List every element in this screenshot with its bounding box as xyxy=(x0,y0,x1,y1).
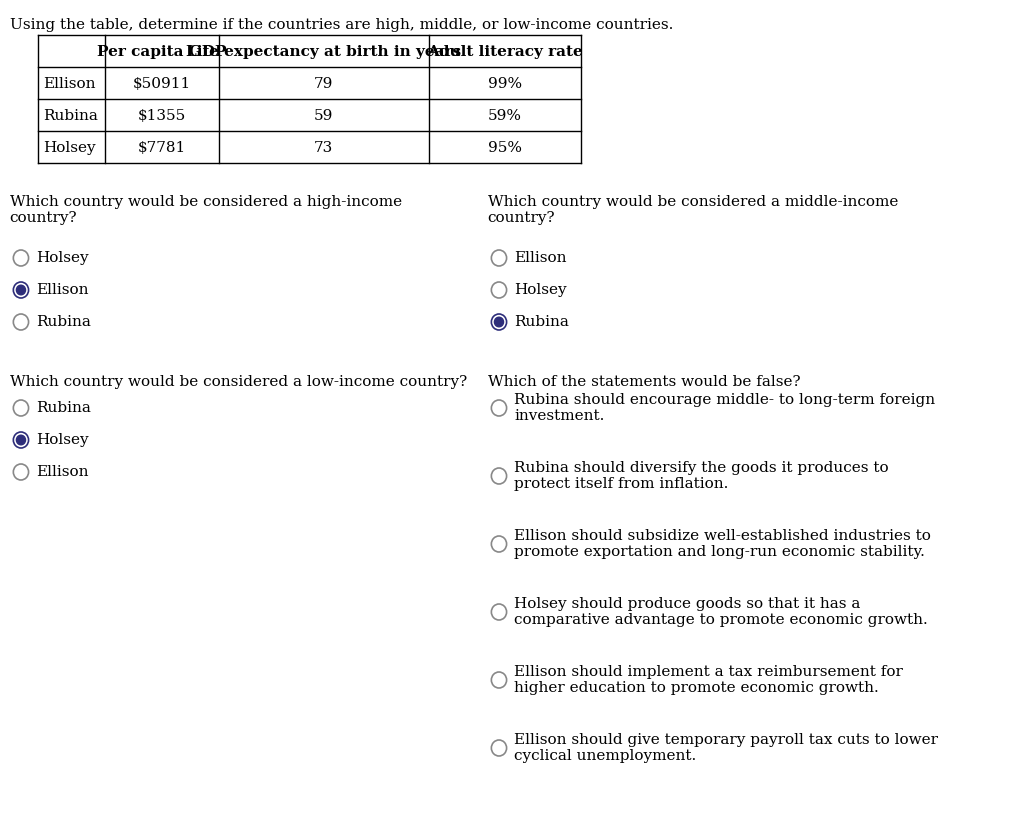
Text: Rubina: Rubina xyxy=(36,401,91,415)
Text: Holsey: Holsey xyxy=(514,283,567,297)
Text: 95%: 95% xyxy=(487,141,521,155)
Text: Which country would be considered a middle-income
country?: Which country would be considered a midd… xyxy=(487,195,898,225)
Text: Rubina should encourage middle- to long-term foreign
investment.: Rubina should encourage middle- to long-… xyxy=(514,393,935,423)
Text: Per capita GDP: Per capita GDP xyxy=(97,45,226,59)
Text: Which of the statements would be false?: Which of the statements would be false? xyxy=(487,375,800,389)
Circle shape xyxy=(16,435,26,445)
Text: Adult literacy rate: Adult literacy rate xyxy=(427,45,583,59)
Text: $1355: $1355 xyxy=(138,109,186,123)
Text: Holsey should produce goods so that it has a
comparative advantage to promote ec: Holsey should produce goods so that it h… xyxy=(514,597,928,627)
Circle shape xyxy=(16,285,26,294)
Text: 99%: 99% xyxy=(487,77,522,91)
Text: Ellison should implement a tax reimbursement for
higher education to promote eco: Ellison should implement a tax reimburse… xyxy=(514,665,903,696)
Text: Rubina should diversify the goods it produces to
protect itself from inflation.: Rubina should diversify the goods it pro… xyxy=(514,461,889,491)
Text: Holsey: Holsey xyxy=(43,141,95,155)
Text: Ellison: Ellison xyxy=(514,251,566,265)
Text: Ellison: Ellison xyxy=(43,77,95,91)
Text: Rubina: Rubina xyxy=(36,315,91,329)
Text: $7781: $7781 xyxy=(138,141,186,155)
Text: 59: 59 xyxy=(314,109,334,123)
Text: Using the table, determine if the countries are high, middle, or low-income coun: Using the table, determine if the countr… xyxy=(9,18,673,32)
Text: 79: 79 xyxy=(314,77,334,91)
Text: Holsey: Holsey xyxy=(36,251,89,265)
Text: Ellison: Ellison xyxy=(36,283,89,297)
Text: Holsey: Holsey xyxy=(36,433,89,447)
Text: Ellison: Ellison xyxy=(36,465,89,479)
Text: Rubina: Rubina xyxy=(43,109,97,123)
Text: $50911: $50911 xyxy=(133,77,191,91)
Text: Which country would be considered a low-income country?: Which country would be considered a low-… xyxy=(9,375,467,389)
Text: Life expectancy at birth in years: Life expectancy at birth in years xyxy=(186,45,462,59)
Text: 59%: 59% xyxy=(487,109,521,123)
Circle shape xyxy=(495,318,504,327)
Text: 73: 73 xyxy=(314,141,334,155)
Text: Which country would be considered a high-income
country?: Which country would be considered a high… xyxy=(9,195,401,225)
Text: Ellison should subsidize well-established industries to
promote exportation and : Ellison should subsidize well-establishe… xyxy=(514,529,931,559)
Text: Rubina: Rubina xyxy=(514,315,569,329)
Text: Ellison should give temporary payroll tax cuts to lower
cyclical unemployment.: Ellison should give temporary payroll ta… xyxy=(514,733,938,763)
